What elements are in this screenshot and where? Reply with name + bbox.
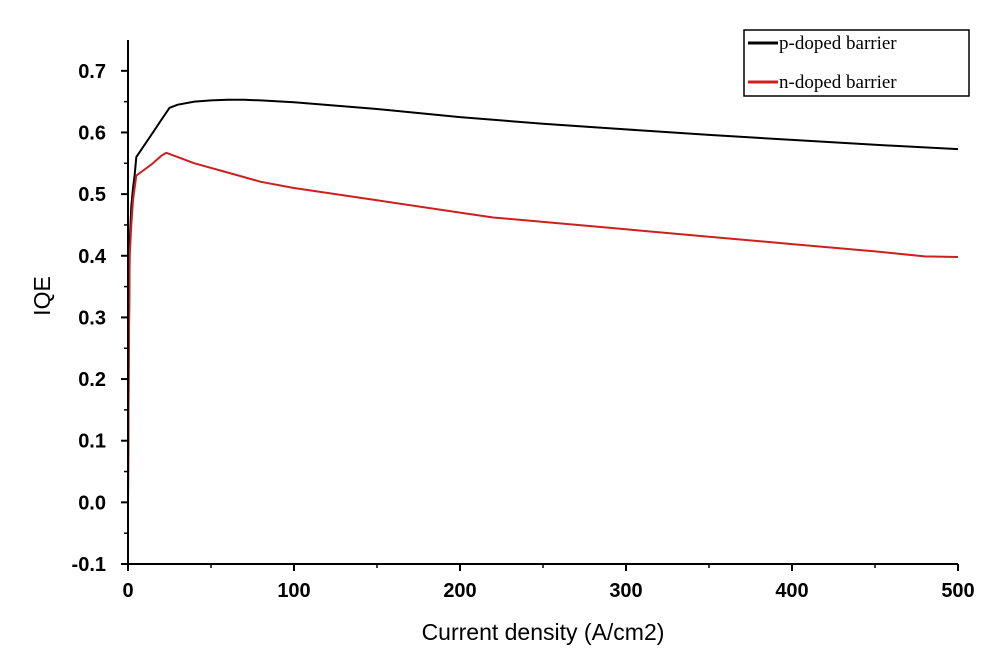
- x-tick-label: 400: [775, 580, 808, 602]
- legend-box: [743, 29, 970, 97]
- series-line-p-doped: [127, 98, 959, 503]
- series-line-n-doped: [127, 151, 959, 503]
- y-tick-label: 0.4: [78, 246, 107, 268]
- legend: p-doped barrier n-doped barrier: [743, 29, 970, 97]
- y-tick-label: -0.1: [72, 554, 106, 576]
- y-tick-label: 0.0: [78, 492, 106, 514]
- x-tick-label: 200: [443, 580, 476, 602]
- x-tick-label: 0: [122, 580, 133, 602]
- x-tick-label: 100: [277, 580, 310, 602]
- x-tick-label: 300: [609, 580, 642, 602]
- y-tick-label: 0.3: [78, 307, 106, 329]
- y-tick-label: 0.6: [78, 122, 106, 144]
- legend-label-n-doped: n-doped barrier: [779, 72, 897, 93]
- y-tick-label: 0.5: [78, 184, 106, 206]
- plot-area: [127, 98, 959, 503]
- y-tick-label: 0.2: [78, 369, 106, 391]
- x-tick-label: 500: [941, 580, 974, 602]
- y-axis-title: IQE: [29, 276, 55, 316]
- x-axis-title: Current density (A/cm2): [422, 619, 665, 645]
- axes: [127, 40, 958, 565]
- y-tick-label: 0.1: [78, 431, 106, 453]
- legend-label-p-doped: p-doped barrier: [779, 33, 897, 54]
- ticks: 0 100 200 300 400 500 -0.1 0.0 0.1 0.2 0.3 0.4 0.5 0.…: [72, 61, 975, 602]
- y-tick-label: 0.7: [78, 61, 106, 83]
